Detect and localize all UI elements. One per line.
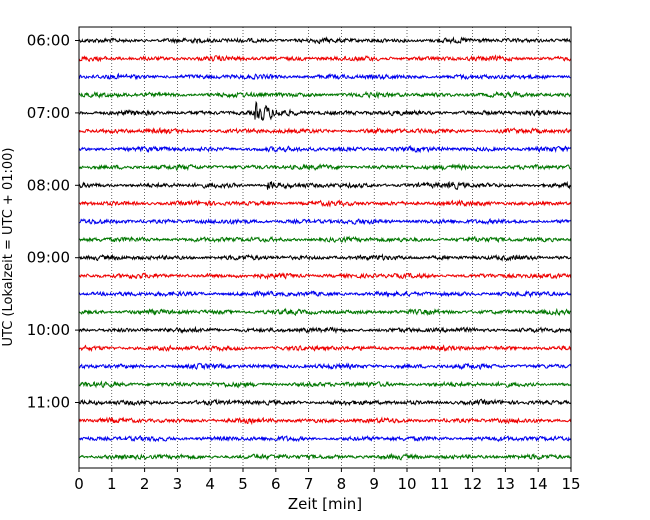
- trace-row-17: [78, 344, 572, 353]
- y-tick-label: 11:00: [27, 394, 70, 412]
- trace-row-4: [78, 100, 572, 121]
- x-tick-label: 13: [496, 475, 515, 493]
- trace-row-3: [78, 90, 572, 100]
- x-tick-label: 8: [337, 475, 347, 493]
- x-tick-label: 4: [205, 475, 215, 493]
- x-axis-ticks: 0 1 2 3 4 5 6 7 8 9 10 11 12 13 14 15: [74, 468, 581, 493]
- x-tick-label: 2: [140, 475, 150, 493]
- trace-row-16: [78, 325, 572, 334]
- trace-row-6: [78, 144, 572, 154]
- x-axis-label: Zeit [min]: [288, 495, 362, 513]
- x-tick-label: 11: [430, 475, 449, 493]
- trace-row-20: [78, 398, 572, 407]
- trace-row-0: [78, 36, 572, 45]
- trace-row-11: [78, 235, 572, 244]
- trace-row-1: [78, 54, 572, 63]
- trace-row-19: [78, 380, 572, 389]
- x-tick-label: 14: [529, 475, 548, 493]
- trace-row-15: [78, 307, 572, 317]
- trace-row-21: [78, 416, 572, 426]
- y-tick-label: 06:00: [27, 32, 70, 50]
- trace-row-18: [78, 362, 572, 371]
- x-tick-label: 7: [304, 475, 314, 493]
- y-tick-label: 10:00: [27, 321, 70, 339]
- plot-frame: [78, 26, 572, 469]
- y-tick-label: 09:00: [27, 249, 70, 267]
- trace-row-5: [78, 126, 572, 135]
- y-axis-ticks: 06:00 07:00 08:00 09:00 10:00 11:00: [27, 32, 79, 412]
- x-tick-label: 1: [107, 475, 117, 493]
- x-tick-label: 12: [463, 475, 482, 493]
- y-axis-label: UTC (Lokalzeit = UTC + 01:00): [1, 148, 16, 347]
- x-tick-label: 9: [369, 475, 379, 493]
- x-tick-label: 5: [238, 475, 248, 493]
- x-tick-label: 6: [271, 475, 281, 493]
- trace-row-2: [78, 72, 572, 81]
- trace-row-23: [78, 452, 572, 461]
- trace-row-13: [78, 272, 572, 281]
- x-tick-label: 3: [173, 475, 183, 493]
- trace-row-10: [78, 217, 572, 226]
- x-tick-label: 0: [74, 475, 84, 493]
- trace-row-8: [78, 180, 572, 191]
- trace-row-12: [78, 253, 572, 262]
- x-tick-label: 10: [397, 475, 416, 493]
- y-tick-label: 08:00: [27, 176, 70, 194]
- y-tick-label: 07:00: [27, 104, 70, 122]
- seismic-traces: [78, 36, 572, 461]
- trace-row-22: [78, 435, 572, 443]
- trace-row-9: [78, 199, 572, 208]
- trace-row-7: [78, 163, 572, 172]
- trace-row-14: [78, 289, 572, 299]
- x-tick-label: 15: [561, 475, 580, 493]
